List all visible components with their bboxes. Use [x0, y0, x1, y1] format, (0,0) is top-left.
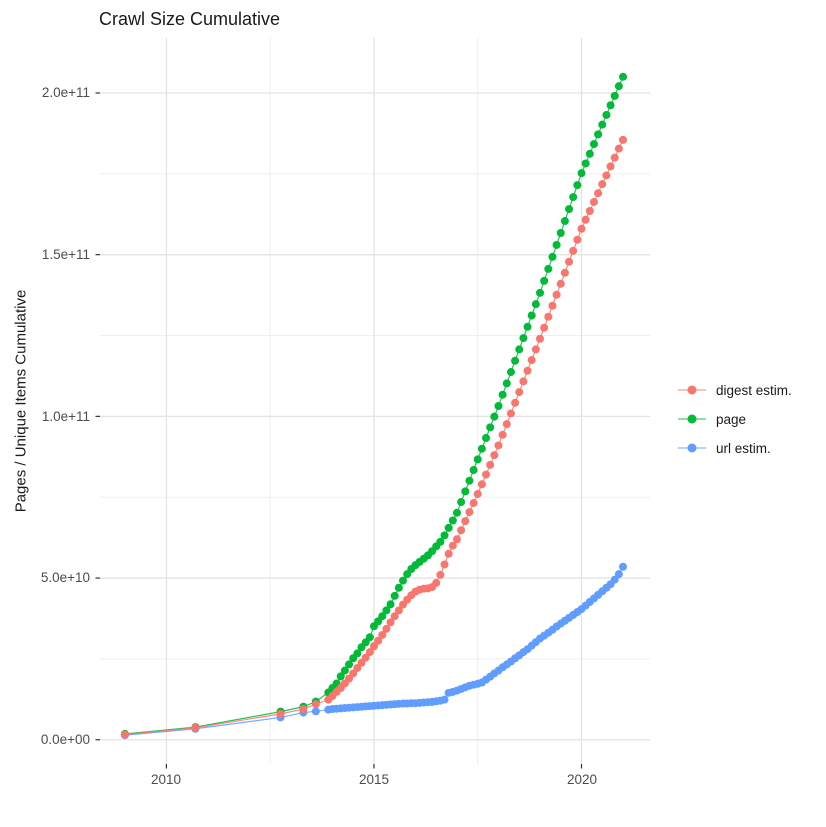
chart-title: Crawl Size Cumulative — [99, 9, 281, 29]
legend-item-label: url estim. — [716, 440, 771, 456]
x-tick-label: 2015 — [358, 772, 390, 787]
legend-item-page: page — [676, 410, 792, 428]
legend-item-label: digest estim. — [716, 382, 792, 398]
x-tick-label: 2020 — [566, 772, 598, 787]
x-tick-label: 2010 — [150, 772, 182, 787]
y-tick-label: 0.0e+00 — [40, 732, 90, 747]
legend-item-digest-estim: digest estim. — [676, 381, 792, 399]
y-tick-label: 2.0e+11 — [41, 85, 90, 100]
y-tick-label: 1.0e+11 — [41, 409, 90, 424]
legend-key-icon — [678, 443, 706, 453]
legend: digest estim. page url estim. — [676, 381, 792, 457]
legend-item-url-estim: url estim. — [676, 439, 792, 457]
legend-item-label: page — [716, 411, 747, 427]
legend-key-icon — [678, 385, 706, 395]
legend-key-icon — [678, 414, 706, 424]
y-tick-label: 1.5e+11 — [41, 247, 90, 262]
y-axis-title: Pages / Unique Items Cumulative — [12, 289, 30, 513]
y-tick-label: 5.0e+10 — [40, 570, 90, 585]
